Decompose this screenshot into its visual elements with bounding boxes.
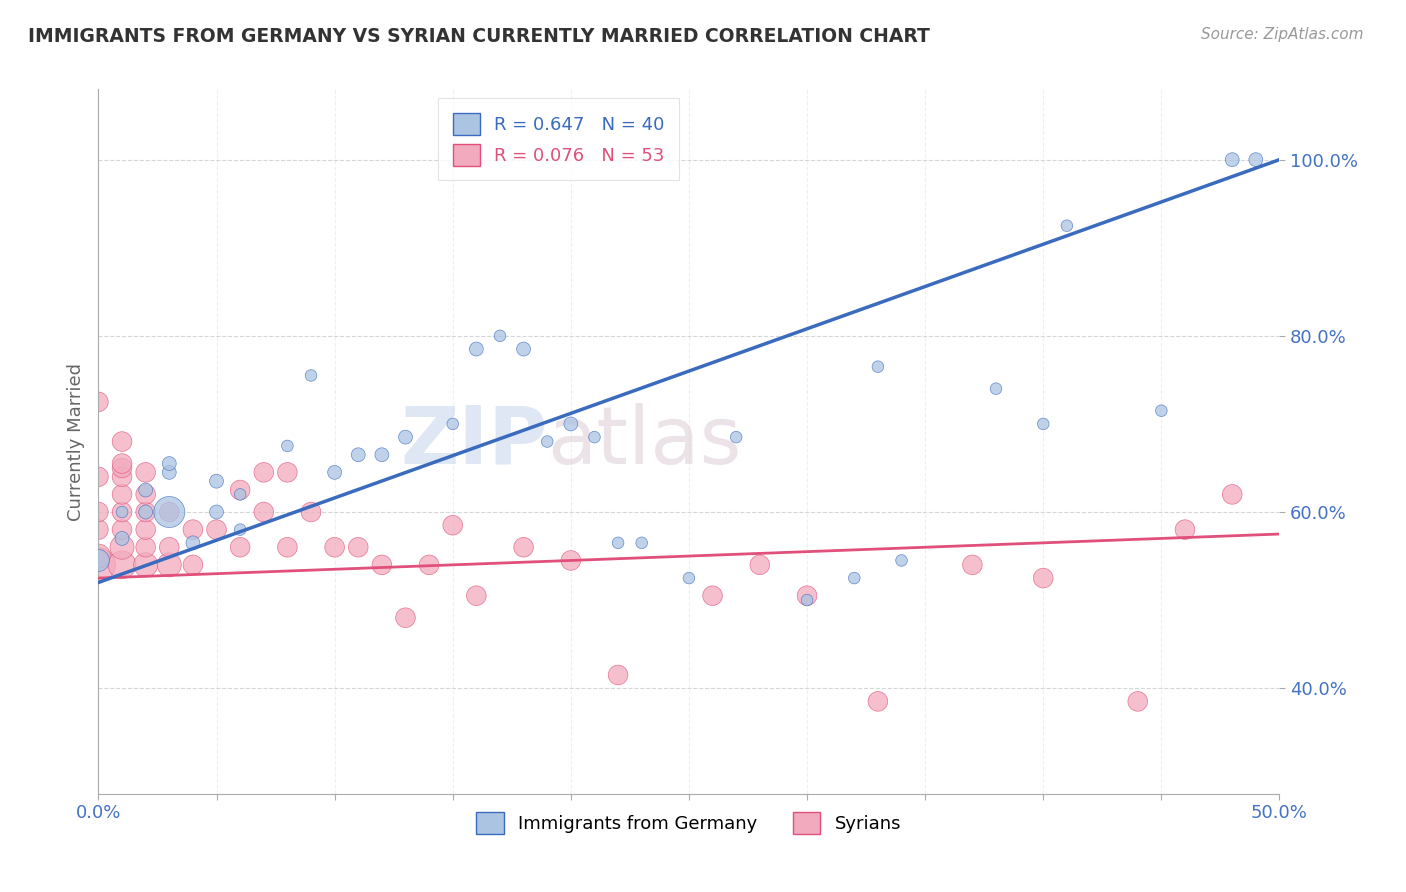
Text: IMMIGRANTS FROM GERMANY VS SYRIAN CURRENTLY MARRIED CORRELATION CHART: IMMIGRANTS FROM GERMANY VS SYRIAN CURREN… xyxy=(28,27,929,45)
Point xyxy=(87,505,110,519)
Point xyxy=(323,466,346,480)
Point xyxy=(111,469,134,483)
Point xyxy=(394,430,416,444)
Point xyxy=(1056,219,1078,233)
Point xyxy=(135,558,157,572)
Point xyxy=(205,474,228,488)
Point xyxy=(465,342,488,356)
Point xyxy=(796,589,818,603)
Point xyxy=(111,461,134,475)
Point xyxy=(630,536,652,550)
Point xyxy=(111,532,134,546)
Point xyxy=(866,359,889,374)
Point xyxy=(1126,694,1149,708)
Point xyxy=(276,439,298,453)
Point xyxy=(796,593,818,607)
Point xyxy=(371,448,394,462)
Point xyxy=(111,505,134,519)
Point xyxy=(489,328,512,343)
Point xyxy=(441,518,464,533)
Point xyxy=(984,382,1007,396)
Point xyxy=(394,610,416,624)
Point xyxy=(299,505,322,519)
Point xyxy=(1032,417,1054,431)
Point xyxy=(87,549,110,563)
Point xyxy=(111,457,134,471)
Point xyxy=(157,505,180,519)
Point xyxy=(347,540,370,554)
Point xyxy=(111,540,134,554)
Point xyxy=(748,558,770,572)
Point xyxy=(962,558,984,572)
Point xyxy=(181,558,204,572)
Text: Source: ZipAtlas.com: Source: ZipAtlas.com xyxy=(1201,27,1364,42)
Point xyxy=(135,466,157,480)
Point xyxy=(205,523,228,537)
Point xyxy=(181,523,204,537)
Point xyxy=(583,430,606,444)
Point xyxy=(866,694,889,708)
Point xyxy=(87,469,110,483)
Point xyxy=(560,417,582,431)
Point xyxy=(87,395,110,409)
Point xyxy=(323,540,346,554)
Point xyxy=(135,505,157,519)
Point xyxy=(229,523,252,537)
Point xyxy=(111,523,134,537)
Point xyxy=(253,505,276,519)
Point xyxy=(607,536,630,550)
Point xyxy=(229,483,252,497)
Point xyxy=(111,434,134,449)
Point xyxy=(536,434,558,449)
Point xyxy=(157,466,180,480)
Point xyxy=(87,523,110,537)
Point xyxy=(87,558,110,572)
Point xyxy=(1032,571,1054,585)
Point xyxy=(111,487,134,501)
Point xyxy=(844,571,866,585)
Point xyxy=(276,466,298,480)
Point xyxy=(157,558,180,572)
Point xyxy=(1174,523,1197,537)
Point xyxy=(347,448,370,462)
Point xyxy=(560,553,582,567)
Point xyxy=(111,558,134,572)
Point xyxy=(135,523,157,537)
Point xyxy=(512,342,534,356)
Point xyxy=(135,540,157,554)
Point xyxy=(725,430,748,444)
Point xyxy=(135,487,157,501)
Point xyxy=(276,540,298,554)
Point xyxy=(1150,403,1173,417)
Point xyxy=(1220,487,1243,501)
Point xyxy=(229,487,252,501)
Point xyxy=(229,540,252,554)
Point xyxy=(890,553,912,567)
Point xyxy=(418,558,440,572)
Point xyxy=(157,457,180,471)
Point xyxy=(135,483,157,497)
Point xyxy=(371,558,394,572)
Point xyxy=(1244,153,1267,167)
Point xyxy=(253,466,276,480)
Text: ZIP: ZIP xyxy=(399,402,547,481)
Point xyxy=(205,505,228,519)
Legend: Immigrants from Germany, Syrians: Immigrants from Germany, Syrians xyxy=(463,797,915,848)
Point xyxy=(512,540,534,554)
Point xyxy=(299,368,322,383)
Point xyxy=(181,536,204,550)
Point xyxy=(157,505,180,519)
Point xyxy=(702,589,724,603)
Point xyxy=(1220,153,1243,167)
Point xyxy=(607,668,630,682)
Point xyxy=(157,540,180,554)
Text: atlas: atlas xyxy=(547,402,741,481)
Point xyxy=(678,571,700,585)
Y-axis label: Currently Married: Currently Married xyxy=(66,362,84,521)
Point xyxy=(465,589,488,603)
Point xyxy=(87,553,110,567)
Point xyxy=(111,505,134,519)
Point xyxy=(135,505,157,519)
Point xyxy=(441,417,464,431)
